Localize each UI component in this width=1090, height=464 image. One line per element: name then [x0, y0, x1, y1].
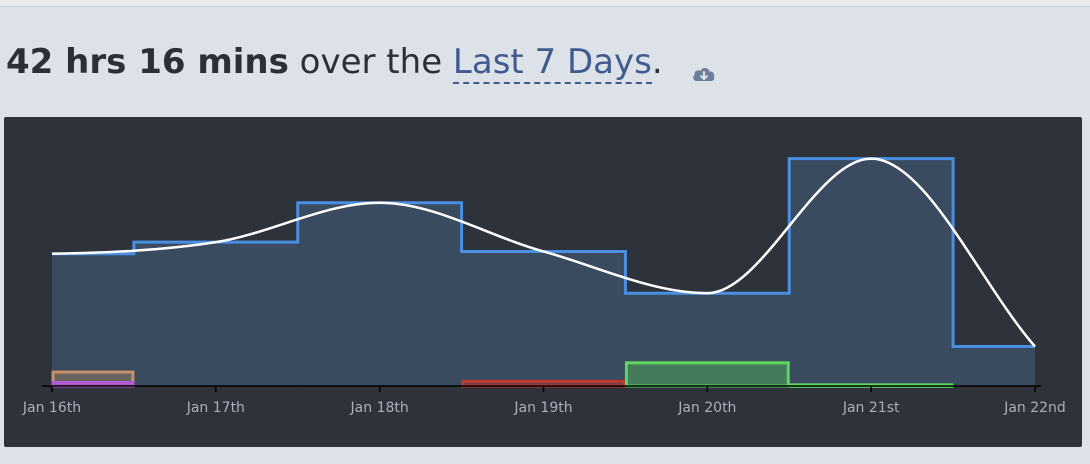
headline-connector: over the	[288, 42, 453, 82]
total-bar-fill-3	[461, 251, 626, 386]
x-tick-label-0: Jan 16th	[22, 400, 81, 416]
x-tick-label-2: Jan 18th	[350, 400, 409, 416]
total-bar-fill-4	[625, 293, 790, 386]
total-time: 42 hrs 16 mins	[6, 42, 289, 82]
summary-headline: 42 hrs 16 mins over the Last 7 Days.	[6, 38, 717, 86]
activity-chart: Jan 16th Jan 17th Jan 18th Jan 19th Jan 20th…	[4, 117, 1082, 447]
total-bar-fill-0	[52, 253, 134, 386]
x-tick-label-4: Jan 20th	[677, 400, 736, 416]
x-tick-label-3: Jan 19th	[513, 400, 572, 416]
series-3-bar-0	[624, 361, 790, 388]
trend-curve	[51, 157, 1036, 348]
headline-period: .	[651, 42, 663, 82]
total-bar-fill-2	[297, 202, 462, 386]
total-bar-fill-5	[789, 158, 954, 386]
date-range-selector[interactable]: Last 7 Days	[452, 42, 652, 84]
x-tick-label-6: Jan 22nd	[1003, 400, 1066, 416]
total-bar-fill-6	[953, 346, 1035, 386]
x-tick-label-1: Jan 17th	[186, 400, 245, 416]
cloud-download-icon[interactable]	[691, 50, 717, 81]
x-tick-label-5: Jan 21st	[842, 400, 900, 416]
total-bar-fill-1	[133, 242, 298, 386]
chart-canvas: Jan 16th Jan 17th Jan 18th Jan 19th Jan 20th…	[22, 157, 1066, 416]
top-divider	[0, 0, 1090, 7]
